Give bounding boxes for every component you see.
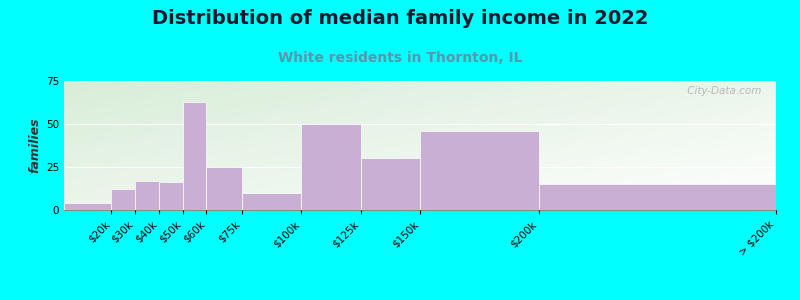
Bar <box>182 102 206 210</box>
Bar <box>206 167 242 210</box>
Bar <box>420 131 538 210</box>
Bar <box>538 184 776 210</box>
Text: City-Data.com: City-Data.com <box>684 86 762 96</box>
Bar <box>361 158 420 210</box>
Bar <box>242 193 302 210</box>
Bar <box>111 189 135 210</box>
Bar <box>135 181 159 210</box>
Bar <box>302 124 361 210</box>
Text: White residents in Thornton, IL: White residents in Thornton, IL <box>278 51 522 65</box>
Text: Distribution of median family income in 2022: Distribution of median family income in … <box>152 9 648 28</box>
Y-axis label: families: families <box>29 118 42 173</box>
Bar <box>159 182 182 210</box>
Bar <box>64 203 111 210</box>
